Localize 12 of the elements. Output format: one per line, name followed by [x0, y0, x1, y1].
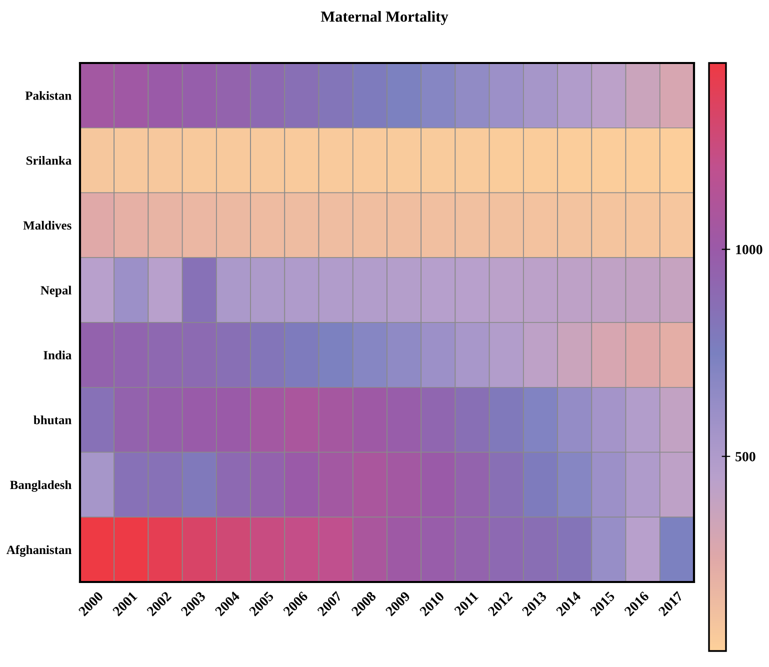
- color-bar-label: 500: [736, 452, 756, 462]
- y-tick-label: Afghanistan: [6, 545, 72, 557]
- y-tick-label: Pakistan: [25, 91, 72, 100]
- y-tick-label: Bangladesh: [10, 480, 72, 492]
- y-tick-label: Srilanka: [26, 156, 72, 165]
- x-tick-label: 2011: [454, 591, 479, 616]
- chart-title: Maternal Mortality: [320, 11, 448, 25]
- y-tick-label: Maldives: [23, 220, 72, 230]
- color-bar-label: 1000: [736, 244, 762, 254]
- y-tick-label: India: [44, 350, 72, 360]
- y-tick-label: bhutan: [34, 415, 72, 424]
- y-tick-label: Nepal: [40, 286, 72, 298]
